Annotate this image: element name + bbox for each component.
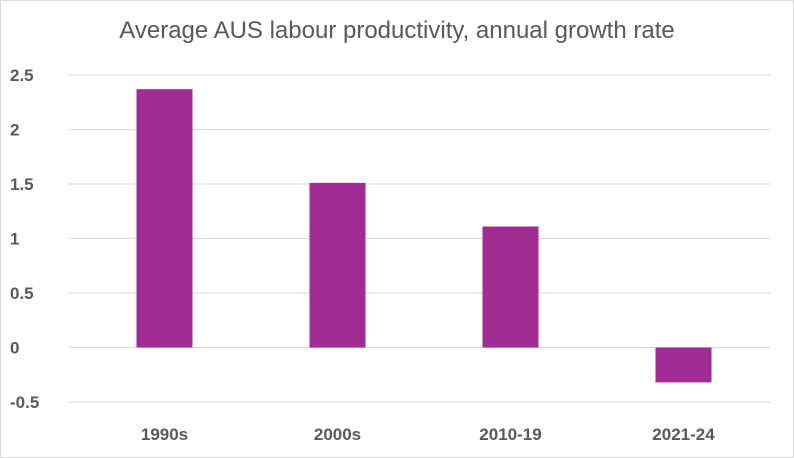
bar (309, 182, 366, 348)
x-tick-label: 2000s (314, 425, 361, 444)
y-tick-label: 2 (10, 121, 19, 140)
y-tick-label: 1 (10, 230, 19, 249)
y-tick-label: 0.5 (10, 284, 34, 303)
y-axis-ticks: 2.5 2 1.5 1 0.5 0 -0.5 (10, 66, 39, 412)
x-tick-label: 2021-24 (652, 425, 715, 444)
bar (482, 226, 539, 348)
y-tick-label: 0 (10, 339, 19, 358)
y-tick-label: 1.5 (10, 175, 34, 194)
x-tick-label: 2010-19 (479, 425, 541, 444)
y-tick-label: 2.5 (10, 66, 34, 85)
x-axis-ticks: 1990s 2000s 2010-19 2021-24 (141, 425, 715, 444)
chart-title: Average AUS labour productivity, annual … (119, 17, 675, 44)
x-tick-label: 1990s (141, 425, 188, 444)
y-tick-label: -0.5 (10, 393, 39, 412)
bars (136, 89, 712, 383)
bar (655, 347, 712, 383)
bar (136, 89, 193, 348)
